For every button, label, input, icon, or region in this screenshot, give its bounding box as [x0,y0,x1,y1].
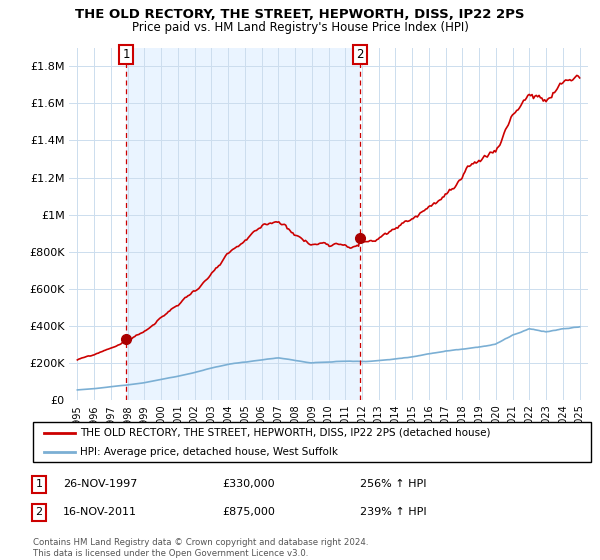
Bar [126,48,360,400]
Text: £875,000: £875,000 [222,507,275,517]
Text: 2: 2 [356,48,364,60]
Text: £330,000: £330,000 [222,479,275,489]
Text: THE OLD RECTORY, THE STREET, HEPWORTH, DISS, IP22 2PS: THE OLD RECTORY, THE STREET, HEPWORTH, D… [75,8,525,21]
Text: Contains HM Land Registry data © Crown copyright and database right 2024.
This d: Contains HM Land Registry data © Crown c… [33,538,368,558]
Text: 16-NOV-2011: 16-NOV-2011 [63,507,137,517]
Text: 1: 1 [122,48,130,60]
Text: THE OLD RECTORY, THE STREET, HEPWORTH, DISS, IP22 2PS (detached house): THE OLD RECTORY, THE STREET, HEPWORTH, D… [80,428,491,438]
FancyBboxPatch shape [33,422,591,462]
Text: HPI: Average price, detached house, West Suffolk: HPI: Average price, detached house, West… [80,447,338,457]
Text: 2: 2 [35,507,43,517]
Text: 26-NOV-1997: 26-NOV-1997 [63,479,137,489]
Text: 1: 1 [35,479,43,489]
Text: 239% ↑ HPI: 239% ↑ HPI [360,507,427,517]
Text: 256% ↑ HPI: 256% ↑ HPI [360,479,427,489]
Text: Price paid vs. HM Land Registry's House Price Index (HPI): Price paid vs. HM Land Registry's House … [131,21,469,34]
